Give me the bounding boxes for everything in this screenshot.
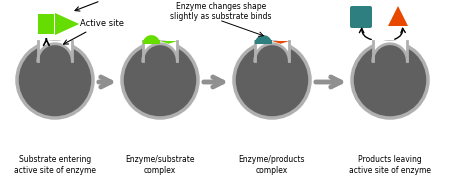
Circle shape [352,42,428,118]
Text: Enzyme/products
complex: Enzyme/products complex [239,155,305,175]
Polygon shape [55,13,79,35]
Polygon shape [272,41,289,44]
Circle shape [234,42,310,118]
Polygon shape [388,6,408,26]
Polygon shape [255,35,272,44]
Text: Enzyme changes shape
slightly as substrate binds: Enzyme changes shape slightly as substra… [170,2,272,21]
FancyBboxPatch shape [350,6,372,28]
Bar [143,40,160,44]
Text: Substrate: Substrate [75,0,140,11]
Polygon shape [143,35,160,44]
Bar [143,42,159,44]
Circle shape [17,42,93,118]
PathPatch shape [255,41,289,61]
Text: Substrate entering
active site of enzyme: Substrate entering active site of enzyme [14,155,96,175]
PathPatch shape [143,41,177,61]
Bar [38,14,54,34]
PathPatch shape [373,41,407,61]
Circle shape [122,42,198,118]
Text: Active site: Active site [64,19,124,44]
Bar [255,40,272,44]
PathPatch shape [38,41,72,61]
Polygon shape [38,26,54,34]
Text: Products leaving
active site of enzyme: Products leaving active site of enzyme [349,155,431,175]
Polygon shape [160,41,177,44]
Text: Enzyme/substrate
complex: Enzyme/substrate complex [125,155,195,175]
